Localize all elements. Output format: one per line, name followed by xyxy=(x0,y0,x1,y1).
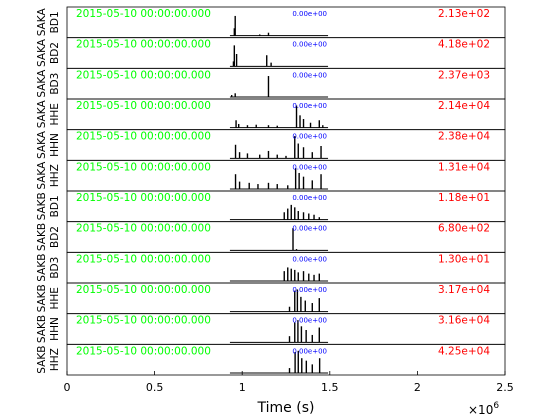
x-tick-label: 2.5 xyxy=(496,381,514,394)
trace-station-label: SAKA xyxy=(36,38,48,67)
trace-channel-label: BD1 xyxy=(49,11,61,33)
trace-station-label: SAKA xyxy=(36,8,48,37)
trace-max-label: 3.17e+04 xyxy=(438,284,490,296)
trace-start-time: 2015-05-10 00:00:00.000 xyxy=(76,253,211,265)
trace-station-label: SAKA xyxy=(36,100,48,129)
trace-start-time: 2015-05-10 00:00:00.000 xyxy=(76,39,211,51)
trace-max-label: 4.25e+04 xyxy=(438,345,490,357)
trace-station-label: SAKB xyxy=(36,223,48,251)
trace-max-label: 1.31e+04 xyxy=(438,161,490,173)
x-tick-label: 1.5 xyxy=(321,381,339,394)
trace-max-label: 2.38e+04 xyxy=(438,131,490,143)
trace-channel-label: HHE xyxy=(49,103,61,125)
x-tick-label: 0.5 xyxy=(146,381,164,394)
x-tick-label: 0 xyxy=(64,381,71,394)
trace-min-label: 0.00e+00 xyxy=(292,71,327,79)
trace-panel: 2015-05-10 00:00:00.000 0.00e+00 2.14e+04 S… xyxy=(36,98,506,131)
trace-panel: 2015-05-10 00:00:00.000 0.00e+00 2.37e+03 S… xyxy=(36,67,506,100)
trace-channel-label: HHZ xyxy=(49,164,61,187)
x-axis: 0 0.5 1 1.5 2 2.5 xyxy=(64,371,514,394)
trace-max-label: 3.16e+04 xyxy=(438,315,490,327)
trace-station-label: SAKB xyxy=(36,346,48,374)
trace-panel: 2015-05-10 00:00:00.000 0.00e+00 1.30e+01 S… xyxy=(36,251,506,284)
trace-max-label: 1.18e+01 xyxy=(438,192,490,204)
trace-station-label: SAKB xyxy=(36,315,48,343)
panel-frame xyxy=(66,343,506,376)
trace-panel: 2015-05-10 00:00:00.000 0.00e+00 6.80e+02 S… xyxy=(36,221,506,253)
trace-max-label: 6.80e+02 xyxy=(438,223,490,235)
trace-max-label: 1.30e+01 xyxy=(438,253,490,265)
trace-start-time: 2015-05-10 00:00:00.000 xyxy=(76,315,211,327)
trace-start-time: 2015-05-10 00:00:00.000 xyxy=(76,284,211,296)
trace-max-label: 2.37e+03 xyxy=(438,69,490,81)
trace-panel: 2015-05-10 00:00:00.000 0.00e+00 2.38e+04 S… xyxy=(36,129,506,161)
x-tick-label: 2 xyxy=(414,381,421,394)
trace-station-label: SAKA xyxy=(36,161,48,190)
trace-panel: 2015-05-10 00:00:00.000 0.00e+00 2.13e+02 S… xyxy=(36,6,506,39)
trace-min-label: 0.00e+00 xyxy=(292,194,327,202)
trace-channel-label: BD2 xyxy=(49,226,61,248)
trace-channel-label: HHE xyxy=(49,287,61,309)
trace-panels: 2015-05-10 00:00:00.000 0.00e+00 2.13e+02 S… xyxy=(36,6,506,376)
trace-panel: 2015-05-10 00:00:00.000 0.00e+00 1.18e+01 S… xyxy=(36,190,506,223)
trace-start-time: 2015-05-10 00:00:00.000 xyxy=(76,69,211,81)
x-axis-exponent-power: 6 xyxy=(493,401,499,411)
trace-channel-label: HHN xyxy=(49,133,61,157)
trace-channel-label: BD3 xyxy=(49,257,61,279)
trace-panel: 2015-05-10 00:00:00.000 0.00e+00 4.18e+02 S… xyxy=(36,37,506,69)
trace-station-label: SAKA xyxy=(36,130,48,159)
x-axis-label: Time (s) xyxy=(257,400,315,416)
trace-panel: 2015-05-10 00:00:00.000 0.00e+00 4.25e+04 S… xyxy=(36,343,506,376)
trace-start-time: 2015-05-10 00:00:00.000 xyxy=(76,161,211,173)
trace-panel: 2015-05-10 00:00:00.000 0.00e+00 3.16e+04 S… xyxy=(36,313,506,345)
trace-max-label: 2.14e+04 xyxy=(438,100,490,112)
trace-min-label: 0.00e+00 xyxy=(292,317,327,325)
x-tick-label: 1 xyxy=(239,381,246,394)
trace-panel: 2015-05-10 00:00:00.000 0.00e+00 3.17e+04 S… xyxy=(36,282,506,315)
trace-min-label: 0.00e+00 xyxy=(292,41,327,49)
trace-panel: 2015-05-10 00:00:00.000 0.00e+00 1.31e+04 S… xyxy=(36,159,506,192)
trace-start-time: 2015-05-10 00:00:00.000 xyxy=(76,131,211,143)
trace-channel-label: HHN xyxy=(49,317,61,341)
trace-max-label: 4.18e+02 xyxy=(438,39,490,51)
trace-channel-label: BD1 xyxy=(49,195,61,217)
trace-min-label: 0.00e+00 xyxy=(292,102,327,110)
trace-min-label: 0.00e+00 xyxy=(292,163,327,171)
trace-start-time: 2015-05-10 00:00:00.000 xyxy=(76,192,211,204)
trace-start-time: 2015-05-10 00:00:00.000 xyxy=(76,345,211,357)
x-axis-exponent-base: ×10 xyxy=(468,403,493,417)
trace-min-label: 0.00e+00 xyxy=(292,225,327,233)
trace-station-label: SAKA xyxy=(36,69,48,98)
trace-station-label: SAKB xyxy=(36,192,48,220)
trace-start-time: 2015-05-10 00:00:00.000 xyxy=(76,100,211,112)
trace-station-label: SAKB xyxy=(36,284,48,312)
trace-max-label: 2.13e+02 xyxy=(438,8,490,20)
trace-channel-label: BD2 xyxy=(49,42,61,64)
x-axis-exponent: ×106 xyxy=(468,401,499,417)
trace-min-label: 0.00e+00 xyxy=(292,286,327,294)
trace-start-time: 2015-05-10 00:00:00.000 xyxy=(76,8,211,20)
trace-station-label: SAKB xyxy=(36,254,48,282)
trace-start-time: 2015-05-10 00:00:00.000 xyxy=(76,223,211,235)
trace-min-label: 0.00e+00 xyxy=(292,255,327,263)
trace-channel-label: HHZ xyxy=(49,348,61,371)
trace-min-label: 0.00e+00 xyxy=(292,347,327,355)
trace-min-label: 0.00e+00 xyxy=(292,10,327,18)
trace-channel-label: BD3 xyxy=(49,73,61,95)
trace-min-label: 0.00e+00 xyxy=(292,133,327,141)
